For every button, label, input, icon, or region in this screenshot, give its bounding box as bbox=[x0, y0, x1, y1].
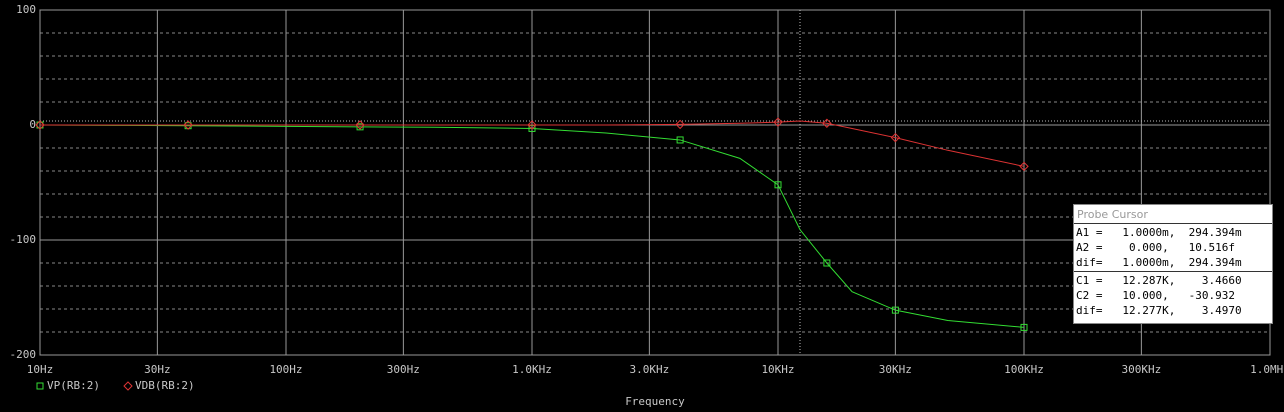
marker bbox=[527, 120, 537, 130]
x-tick-label: 100Hz bbox=[269, 363, 302, 376]
x-tick-label: 100KHz bbox=[1004, 363, 1044, 376]
marker bbox=[774, 181, 782, 189]
x-tick-label: 300Hz bbox=[387, 363, 420, 376]
probe-row: C2 = 10.000, -30.932 bbox=[1076, 289, 1235, 302]
legend-item: VP(RB:2) bbox=[36, 379, 100, 392]
x-tick-label: 10Hz bbox=[27, 363, 54, 376]
probe-row: dif= 1.0000m, 294.394m bbox=[1076, 256, 1242, 269]
x-tick-label: 30KHz bbox=[879, 363, 912, 376]
marker bbox=[35, 120, 45, 130]
x-axis-label: Frequency bbox=[625, 395, 685, 408]
marker bbox=[675, 119, 685, 130]
probe-group: C1 = 12.287K, 3.4660 C2 = 10.000, -30.932… bbox=[1074, 271, 1272, 319]
marker bbox=[773, 117, 783, 127]
legend-marker bbox=[36, 382, 44, 390]
marker bbox=[355, 120, 365, 130]
y-tick-label: 0 bbox=[29, 118, 36, 131]
x-tick-label: 30Hz bbox=[144, 363, 171, 376]
legend-label: VP(RB:2) bbox=[47, 379, 100, 392]
probe-row: C1 = 12.287K, 3.4660 bbox=[1076, 274, 1242, 287]
marker bbox=[183, 120, 193, 130]
probe-cursor: Probe Cursor A1 = 1.0000m, 294.394m A2 = … bbox=[1073, 204, 1273, 324]
series-line bbox=[39, 124, 1025, 328]
marker bbox=[891, 306, 899, 314]
legend-item: VDB(RB:2) bbox=[123, 379, 195, 392]
probe-group: A1 = 1.0000m, 294.394m A2 = 0.000, 10.516… bbox=[1074, 223, 1272, 271]
probe-row: A1 = 1.0000m, 294.394m bbox=[1076, 226, 1242, 239]
x-tick-label: 10KHz bbox=[761, 363, 794, 376]
y-tick-label: 100 bbox=[16, 3, 36, 16]
legend-label: VDB(RB:2) bbox=[135, 379, 195, 392]
legend-marker bbox=[123, 381, 133, 391]
marker bbox=[890, 132, 901, 143]
y-tick-label: -100 bbox=[10, 233, 37, 246]
x-tick-label: 3.0KHz bbox=[629, 363, 669, 376]
probe-row: dif= 12.277K, 3.4970 bbox=[1076, 304, 1242, 317]
series-line bbox=[40, 120, 1025, 167]
probe-title: Probe Cursor bbox=[1077, 208, 1148, 221]
x-tick-label: 1.0MHz bbox=[1250, 363, 1284, 376]
marker bbox=[1020, 323, 1028, 331]
x-tick-label: 1.0KHz bbox=[512, 363, 552, 376]
marker bbox=[823, 259, 831, 267]
marker bbox=[822, 118, 832, 128]
marker bbox=[1019, 161, 1029, 172]
probe-row: A2 = 0.000, 10.516f bbox=[1076, 241, 1235, 254]
y-tick-label: -200 bbox=[10, 348, 37, 361]
marker bbox=[676, 136, 684, 144]
marker bbox=[356, 123, 364, 131]
x-tick-label: 300KHz bbox=[1121, 363, 1161, 376]
